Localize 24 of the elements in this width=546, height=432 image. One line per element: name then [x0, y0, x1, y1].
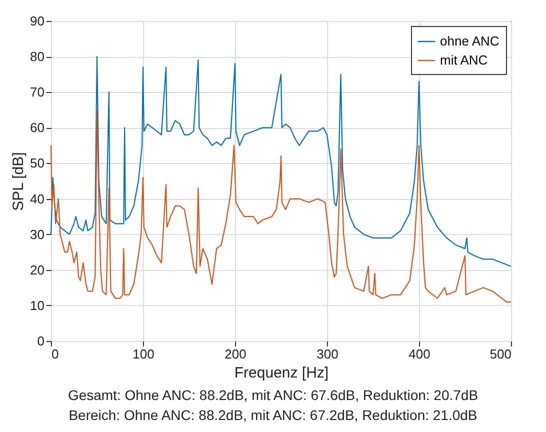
y-tick-label: 80: [30, 49, 44, 64]
x-tick-label: 300: [316, 346, 338, 362]
line-series: [50, 56, 512, 267]
text: Bereich: Ohne ANC: 88.2dB, mit ANC: 67.2dB, Reduktion: 21.0dB: [68, 406, 478, 425]
y-tick-label: 50: [30, 156, 44, 171]
y-tick-label: 30: [30, 226, 44, 242]
x-tick-label: 0: [52, 346, 59, 362]
x-axis-title: Frequenz [Hz]: [234, 364, 329, 382]
x-tick-label: 400: [408, 346, 430, 362]
legend-label: ohne ANC: [440, 34, 500, 48]
x-tick-label: 100: [132, 346, 154, 362]
legend-label: mit ANC: [440, 52, 488, 68]
line-series: [50, 109, 512, 302]
y-tick-label: 20: [30, 262, 44, 278]
y-tick-label: 70: [30, 84, 44, 100]
y-tick-label: 10: [30, 298, 44, 313]
y-tick-label: 90: [30, 14, 44, 28]
y-tick-label: 60: [30, 120, 44, 136]
y-axis-title: SPL [dB]: [10, 152, 28, 211]
y-tick-label: 40: [30, 191, 44, 206]
text: Gesamt: Ohne ANC: 88.2dB, mit ANC: 67.6dB, Reduktion: 20.7dB: [66, 386, 480, 405]
x-tick-label: 200: [224, 346, 246, 362]
x-tick-label: 500: [490, 346, 512, 362]
y-tick-label: 0: [37, 334, 44, 348]
